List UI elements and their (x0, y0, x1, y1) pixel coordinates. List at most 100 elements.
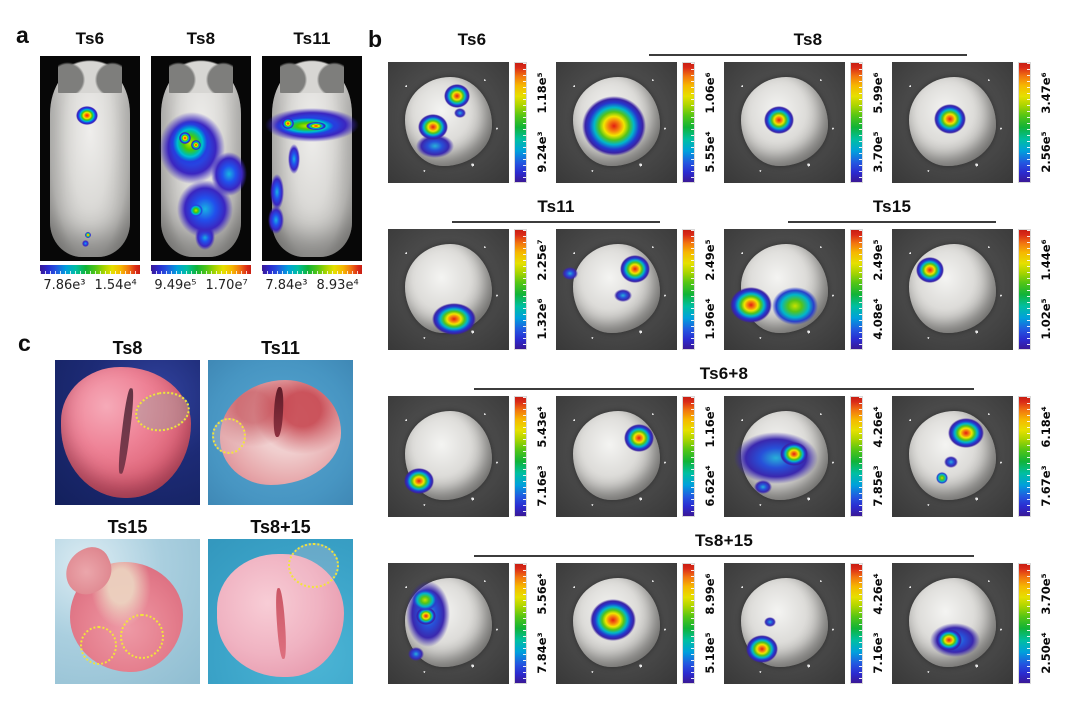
organ-photo (556, 62, 677, 183)
bioluminescence-overlay (724, 396, 845, 517)
mouse-title: Ts11 (293, 29, 331, 48)
group-ts15: Ts15 2.49e⁵ 4.08e⁴ (724, 195, 1060, 350)
lung-cell-ts8-15: Ts8+15 (208, 507, 353, 684)
lung-photo (55, 539, 200, 684)
mouse-bioluminescence-image (262, 56, 362, 261)
lung-photo-label: Ts8 (112, 338, 143, 358)
scale-min-value: 2.50e⁴ (1038, 631, 1053, 674)
lung-cell-ts8: Ts8 (55, 328, 200, 505)
bioluminescence-overlay (892, 396, 1013, 517)
scale-min-value: 3.70e⁵ (870, 130, 885, 173)
organ-image-unit: 2.49e⁵ 4.08e⁴ (724, 229, 892, 350)
scale-max-value: 4.26e⁴ (870, 573, 885, 616)
scale-min-value: 1.02e⁵ (1038, 297, 1053, 340)
group-units: 5.56e⁴ 7.84e³ 8.99e⁶ (388, 563, 1060, 684)
bioluminescence-overlay (388, 396, 509, 517)
organ-photo (724, 396, 845, 517)
group-units: 2.25e⁷ 1.32e⁶ 2.49e⁵ (388, 229, 724, 350)
group-underline (474, 388, 974, 390)
organ-row-2: Ts11 2.25e⁷ 1.32e⁶ (388, 195, 1060, 350)
colorbar-vertical (682, 396, 695, 517)
lung-photo-grid: Ts8 Ts11 Ts15 (55, 328, 353, 684)
colorbar-vertical (850, 229, 863, 350)
lung-tissue (60, 367, 192, 498)
organ-row-1: Ts6 1.18e⁵ 9.24e³ (388, 28, 1060, 183)
organ-photo (724, 229, 845, 350)
colorbar-vertical (514, 62, 527, 183)
scale-max-value: 2.49e⁵ (702, 239, 717, 282)
organ-photo (724, 62, 845, 183)
colorbar-scale: 5.43e⁴ 7.16e³ (527, 396, 556, 517)
panel-a: a Ts6 7.86e³ 1.54e⁴ Ts8 (16, 18, 362, 293)
organ-image-unit: 3.47e⁶ 2.56e⁵ (892, 62, 1060, 183)
colorbar-scale: 5.99e⁶ 3.70e⁵ (863, 62, 892, 183)
lung-photo (208, 360, 353, 505)
group-units: 1.18e⁵ 9.24e³ (388, 62, 556, 183)
organ-image-unit: 6.18e⁴ 7.67e³ (892, 396, 1060, 517)
lung-photo-label: Ts8+15 (250, 517, 311, 537)
organ-image-unit: 2.49e⁵ 1.96e⁴ (556, 229, 724, 350)
colorbar-scale: 2.49e⁵ 1.96e⁴ (695, 229, 724, 350)
organ-image-unit: 4.26e⁴ 7.85e³ (724, 396, 892, 517)
group-underline (649, 54, 967, 56)
tumor-outline (287, 543, 339, 589)
bioluminescence-overlay (556, 563, 677, 684)
organ-photo (724, 563, 845, 684)
organ-image-grid: Ts6 1.18e⁵ 9.24e³ (388, 16, 1060, 684)
scale-max-value: 8.99e⁶ (702, 573, 717, 616)
colorbar-vertical (514, 229, 527, 350)
scale-max-value: 1.44e⁶ (1038, 239, 1053, 282)
group-ts8: Ts8 1.06e⁶ 5.55e⁴ (556, 28, 1060, 183)
mouse-column-ts6: Ts6 7.86e³ 1.54e⁴ (40, 28, 140, 293)
bioluminescence-overlay (892, 62, 1013, 183)
organ-row-4: Ts8+15 5.56e⁴ 7.84e³ (388, 529, 1060, 684)
bioluminescence-overlay (892, 229, 1013, 350)
lung-photo (208, 539, 353, 684)
organ-image-unit: 5.56e⁴ 7.84e³ (388, 563, 556, 684)
scale-max-value: 5.43e⁴ (534, 406, 549, 449)
colorbar-vertical (850, 396, 863, 517)
colorbar-horizontal (40, 265, 140, 274)
organ-photo (556, 396, 677, 517)
organ-photo (892, 396, 1013, 517)
scale-min-value: 1.96e⁴ (702, 297, 717, 340)
colorbar-scale: 1.44e⁶ 1.02e⁵ (1031, 229, 1060, 350)
lung-photo (55, 360, 200, 505)
organ-image-unit: 2.25e⁷ 1.32e⁶ (388, 229, 556, 350)
bioluminescence-overlay (556, 229, 677, 350)
organ-image-unit: 5.99e⁶ 3.70e⁵ (724, 62, 892, 183)
bioluminescence-overlay (262, 56, 362, 261)
scale-max-value: 1.54e⁴ (94, 278, 137, 293)
organ-image-unit: 1.18e⁵ 9.24e³ (388, 62, 556, 183)
scale-max-value: 2.25e⁷ (534, 239, 549, 282)
organ-image-unit: 3.70e⁵ 2.50e⁴ (892, 563, 1060, 684)
group-units: 2.49e⁵ 4.08e⁴ 1.44e⁶ (724, 229, 1060, 350)
colorbar-scale: 7.84e³ 8.93e⁴ (262, 278, 362, 293)
colorbar-scale: 3.70e⁵ 2.50e⁴ (1031, 563, 1060, 684)
scale-max-value: 2.49e⁵ (870, 239, 885, 282)
colorbar-scale: 4.26e⁴ 7.16e³ (863, 563, 892, 684)
organ-photo (892, 62, 1013, 183)
scale-max-value: 5.99e⁶ (870, 72, 885, 115)
organ-image-unit: 5.43e⁴ 7.16e³ (388, 396, 556, 517)
bioluminescence-overlay (556, 62, 677, 183)
bioluminescence-overlay (724, 563, 845, 684)
panel-b-label: b (368, 26, 383, 52)
colorbar-scale: 7.86e³ 1.54e⁴ (40, 278, 140, 293)
colorbar-vertical (1018, 396, 1031, 517)
lung-cell-ts15: Ts15 (55, 507, 200, 684)
colorbar-vertical (514, 563, 527, 684)
organ-image-unit: 1.44e⁶ 1.02e⁵ (892, 229, 1060, 350)
bioluminescence-overlay (556, 396, 677, 517)
scale-min-value: 7.84e³ (265, 278, 308, 293)
scale-min-value: 5.18e⁵ (702, 631, 717, 674)
group-ts8-15: Ts8+15 5.56e⁴ 7.84e³ (388, 529, 1060, 684)
group-units: 1.06e⁶ 5.55e⁴ 5.99e⁶ (556, 62, 1060, 183)
scale-min-value: 7.16e³ (870, 631, 885, 674)
colorbar-vertical (682, 62, 695, 183)
scale-min-value: 5.55e⁴ (702, 130, 717, 173)
bioluminescence-overlay (388, 563, 509, 684)
group-ts11: Ts11 2.25e⁷ 1.32e⁶ (388, 195, 724, 350)
colorbar-vertical (1018, 62, 1031, 183)
organ-photo (892, 563, 1013, 684)
